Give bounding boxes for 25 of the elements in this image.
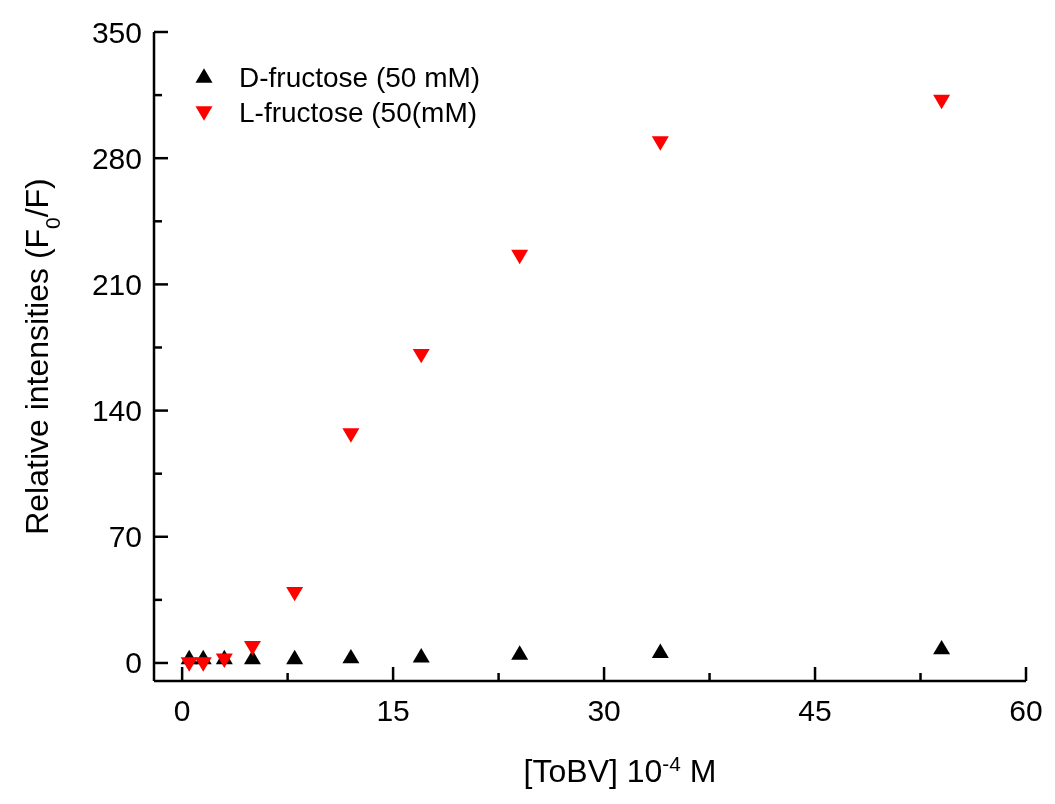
- x-tick-label: 30: [587, 694, 621, 727]
- x-tick-label: 0: [173, 694, 191, 727]
- point: [511, 645, 529, 660]
- y-tick-label: 210: [91, 267, 142, 301]
- x-axis-title: [ToBV] 10$^{-4}$ M: [523, 751, 717, 789]
- y-tick-label: 280: [91, 141, 142, 175]
- point: [286, 649, 304, 665]
- y-tick-label: 70: [108, 520, 142, 554]
- point: [651, 643, 669, 658]
- legend-label: D-fructose (50 mM): [239, 61, 481, 93]
- point: [412, 647, 430, 663]
- point: [511, 249, 529, 265]
- point: [412, 348, 430, 364]
- y-tick-label: 0: [125, 646, 142, 680]
- point: [933, 639, 951, 655]
- y-tick-label: 140: [91, 394, 142, 428]
- x-tick-label: 45: [798, 694, 832, 727]
- x-tick-label: 60: [1009, 694, 1043, 727]
- point: [342, 428, 360, 443]
- point: [342, 648, 360, 664]
- x-tick-label: 15: [376, 694, 410, 727]
- y-tick-label: 350: [91, 15, 142, 49]
- legend-label: L-fructose (50(mM): [239, 96, 478, 128]
- point: [651, 136, 669, 151]
- point: [933, 94, 951, 110]
